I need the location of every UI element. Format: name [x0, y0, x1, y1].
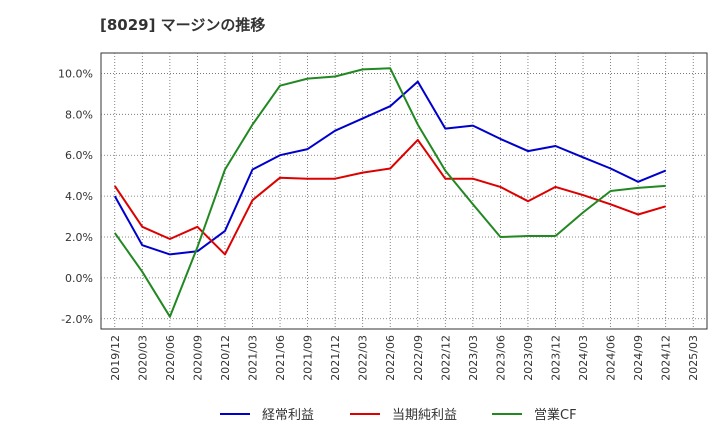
x-tick-label: 2020/06: [164, 335, 177, 381]
legend-label-2: 営業CF: [534, 407, 577, 423]
x-tick-label: 2020/03: [136, 335, 149, 381]
legend-label-1: 当期純利益: [392, 408, 457, 423]
x-tick-label: 2025/03: [687, 335, 700, 381]
legend-label-0: 経常利益: [262, 408, 314, 423]
x-tick-label: 2022/03: [357, 335, 370, 381]
x-tick-label: 2024/03: [577, 335, 590, 381]
chart-title: [8029] マージンの推移: [100, 16, 266, 34]
series-line-1: [113, 138, 666, 256]
legend: 経常利益 当期純利益 営業CF: [220, 407, 577, 423]
y-tick-label: 0.0%: [65, 272, 93, 285]
grid-lines: [101, 53, 707, 329]
y-tick-label: 2.0%: [65, 231, 93, 244]
series-line-2: [113, 67, 666, 318]
x-tick-label: 2024/09: [632, 335, 645, 381]
x-tick-label: 2023/06: [494, 335, 507, 381]
x-tick-label: 2021/06: [274, 335, 287, 381]
x-tick-label: 2024/06: [605, 335, 618, 381]
x-tick-label: 2021/12: [329, 335, 342, 381]
x-tick-label: 2021/03: [247, 335, 260, 381]
x-tick-label: 2022/12: [439, 335, 452, 381]
series-line-0: [113, 80, 667, 256]
x-tick-label: 2023/09: [522, 335, 535, 381]
y-axis-ticks: -2.0% 0.0% 2.0% 4.0% 6.0% 8.0% 10.0%: [58, 67, 93, 325]
x-tick-label: 2024/12: [660, 335, 673, 381]
x-tick-label: 2022/09: [412, 335, 425, 381]
x-tick-label: 2022/06: [384, 335, 397, 381]
y-tick-label: 8.0%: [65, 108, 93, 121]
x-tick-label: 2023/03: [467, 335, 480, 381]
y-tick-label: 6.0%: [65, 149, 93, 162]
y-tick-label: 10.0%: [58, 67, 93, 80]
x-tick-label: 2023/12: [550, 335, 563, 381]
y-tick-label: -2.0%: [61, 313, 93, 326]
x-axis-ticks: 2019/12 2020/03 2020/06 2020/09 2020/12 2021/…: [109, 335, 700, 381]
x-tick-label: 2020/09: [191, 335, 204, 381]
x-tick-label: 2019/12: [109, 335, 122, 381]
x-tick-label: 2021/09: [302, 335, 315, 381]
y-tick-label: 4.0%: [65, 190, 93, 203]
series-lines: [113, 67, 667, 318]
x-tick-label: 2020/12: [219, 335, 232, 381]
plot-area: [100, 52, 708, 330]
